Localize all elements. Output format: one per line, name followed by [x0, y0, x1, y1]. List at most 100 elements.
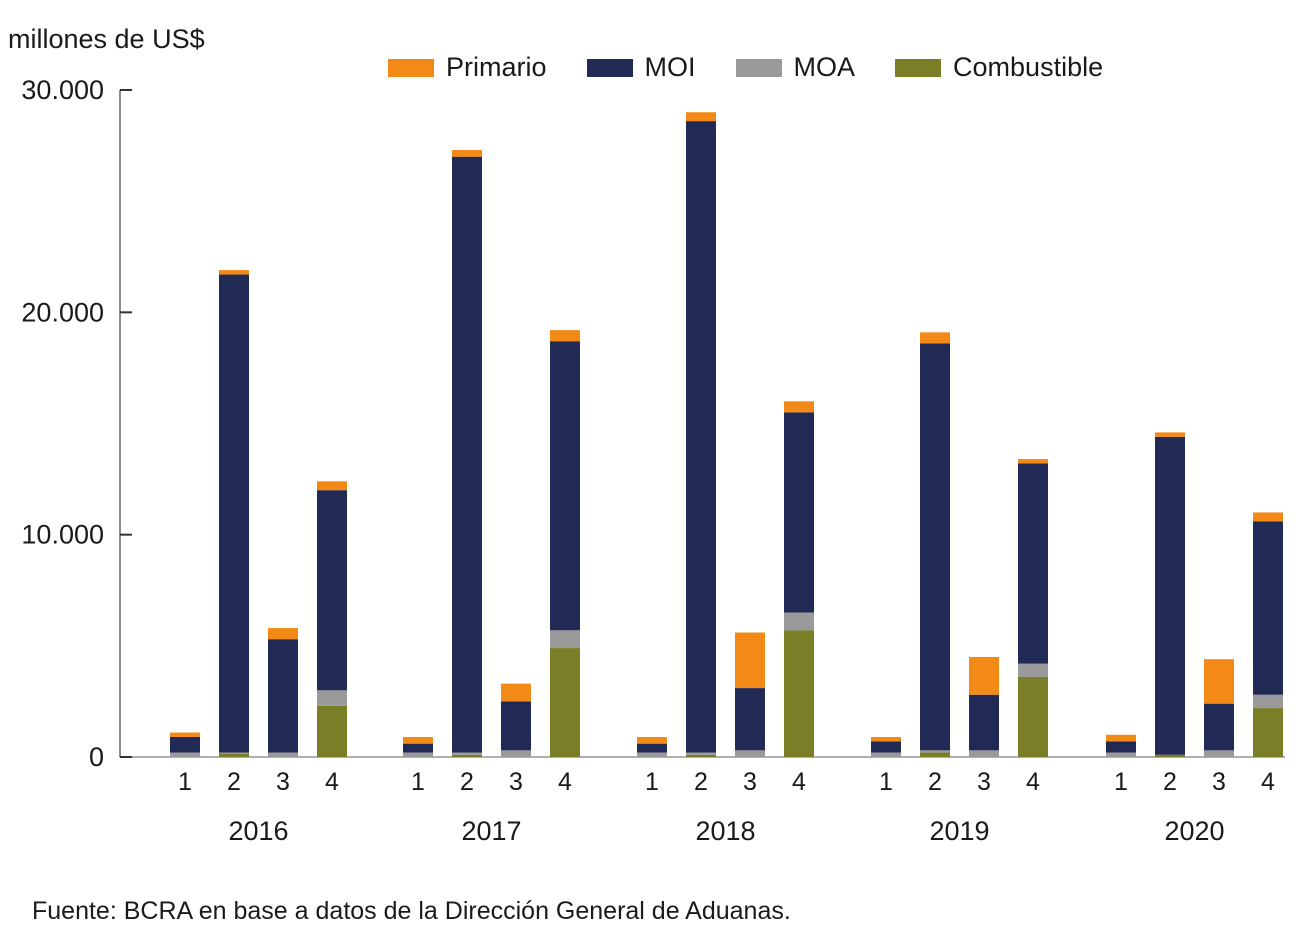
- x-tick-label-quarter: 4: [1026, 768, 1040, 796]
- bar-segment-primario: [920, 332, 950, 344]
- x-tick-label-quarter: 2: [1163, 768, 1177, 796]
- y-tick-label: 0: [89, 742, 104, 772]
- bar-segment-moi: [452, 156, 482, 753]
- x-tick-label-quarter: 3: [509, 768, 523, 796]
- x-group-label-year: 2019: [929, 816, 989, 846]
- x-tick-label-quarter: 4: [792, 768, 806, 796]
- legend-label-combustible: Combustible: [953, 52, 1104, 82]
- bar-segment-moi: [403, 743, 433, 753]
- legend-swatch-moi: [586, 58, 633, 77]
- x-tick-label-quarter: 1: [411, 768, 425, 796]
- legend-item-moa: MOA: [735, 52, 856, 83]
- x-tick-label-quarter: 1: [645, 768, 659, 796]
- legend: Primario MOI MOA Combustible: [388, 52, 1143, 83]
- y-axis-unit-label: millones de US$: [8, 24, 205, 54]
- bar-segment-moa: [317, 690, 347, 706]
- bar-segment-moi: [1106, 741, 1136, 753]
- bar-segment-combustible: [550, 648, 580, 757]
- bar-segment-primario: [403, 736, 433, 744]
- bar-segment-primario: [735, 632, 765, 689]
- bar-segment-combustible: [784, 630, 814, 757]
- bar-segment-primario: [686, 112, 716, 122]
- y-tick-label: 10.000: [21, 520, 104, 550]
- bar-segment-moa: [501, 750, 531, 757]
- x-tick-label-quarter: 1: [879, 768, 893, 796]
- bar-segment-moa: [1106, 752, 1136, 757]
- bar-segment-primario: [452, 150, 482, 157]
- bar-segment-moa: [550, 630, 580, 649]
- x-group-label-year: 2018: [695, 816, 755, 846]
- bar-segment-moi: [784, 412, 814, 613]
- bar-segment-moi: [1204, 703, 1234, 751]
- legend-swatch-combustible: [895, 58, 942, 77]
- bar-segment-moi: [1155, 436, 1185, 755]
- bar-segment-primario: [1204, 659, 1234, 704]
- bar-segment-moi: [871, 741, 901, 753]
- bar-segment-combustible: [686, 754, 716, 757]
- legend-item-combustible: Combustible: [895, 52, 1103, 83]
- legend-label-primario: Primario: [446, 52, 547, 82]
- bar-segment-combustible: [920, 752, 950, 757]
- bar-segment-moa: [219, 752, 249, 754]
- bar-segment-primario: [637, 736, 667, 744]
- bar-segment-combustible: [1253, 708, 1283, 757]
- bar-segment-primario: [969, 656, 999, 695]
- bar-segment-primario: [1155, 432, 1185, 437]
- bar-segment-primario: [170, 732, 200, 737]
- bar-segment-combustible: [219, 753, 249, 757]
- x-tick-label-quarter: 4: [558, 768, 572, 796]
- y-tick-label: 20.000: [21, 297, 104, 327]
- x-tick-label-quarter: 3: [1212, 768, 1226, 796]
- bar-segment-primario: [268, 628, 298, 640]
- bar-segment-moa: [452, 752, 482, 755]
- x-tick-label-quarter: 1: [1114, 768, 1128, 796]
- bar-segment-moa: [784, 612, 814, 631]
- bar-segment-moa: [1204, 750, 1234, 757]
- bar-segment-moa: [871, 752, 901, 757]
- x-group-label-year: 2016: [228, 816, 288, 846]
- bar-segment-moi: [268, 639, 298, 753]
- legend-label-moa: MOA: [793, 52, 856, 82]
- bar-segment-moa: [686, 752, 716, 755]
- bar-segment-moi: [969, 694, 999, 751]
- legend-swatch-primario: [388, 58, 434, 77]
- bar-segment-primario: [1106, 734, 1136, 742]
- source-note: Fuente: BCRA en base a datos de la Direc…: [32, 897, 791, 925]
- bar-segment-moi: [170, 736, 200, 753]
- bar-segment-combustible: [1018, 676, 1048, 757]
- bar-segment-moa: [268, 752, 298, 757]
- bar-segment-primario: [550, 330, 580, 342]
- x-tick-label-quarter: 3: [743, 768, 757, 796]
- x-tick-label-quarter: 4: [1261, 768, 1275, 796]
- x-group-label-year: 2020: [1164, 816, 1224, 846]
- bar-segment-moi: [550, 341, 580, 631]
- legend-item-moi: MOI: [586, 52, 696, 83]
- x-group-label-year: 2017: [461, 816, 521, 846]
- bar-segment-moi: [1018, 463, 1048, 664]
- bar-segment-moi: [219, 274, 249, 753]
- bar-segment-combustible: [317, 705, 347, 757]
- x-tick-label-quarter: 2: [460, 768, 474, 796]
- bar-segment-moa: [920, 750, 950, 753]
- bar-segment-moa: [637, 752, 667, 757]
- x-tick-label-quarter: 3: [977, 768, 991, 796]
- x-tick-label-quarter: 2: [928, 768, 942, 796]
- x-tick-label-quarter: 1: [178, 768, 192, 796]
- bar-segment-moi: [637, 743, 667, 753]
- bar-segment-moa: [969, 750, 999, 757]
- y-tick-label: 30.000: [21, 75, 104, 105]
- bar-segment-moa: [1018, 663, 1048, 677]
- bar-segment-combustible: [1155, 754, 1185, 757]
- bar-segment-moa: [735, 750, 765, 757]
- bar-segment-primario: [871, 736, 901, 742]
- x-tick-label-quarter: 2: [694, 768, 708, 796]
- x-tick-label-quarter: 4: [325, 768, 339, 796]
- x-tick-label-quarter: 3: [276, 768, 290, 796]
- bar-segment-primario: [784, 401, 814, 413]
- legend-swatch-moa: [735, 58, 782, 77]
- bar-segment-primario: [1253, 512, 1283, 522]
- bar-segment-moi: [920, 343, 950, 751]
- bar-segment-primario: [219, 270, 249, 275]
- bar-segment-moi: [1253, 521, 1283, 695]
- legend-label-moi: MOI: [644, 52, 696, 82]
